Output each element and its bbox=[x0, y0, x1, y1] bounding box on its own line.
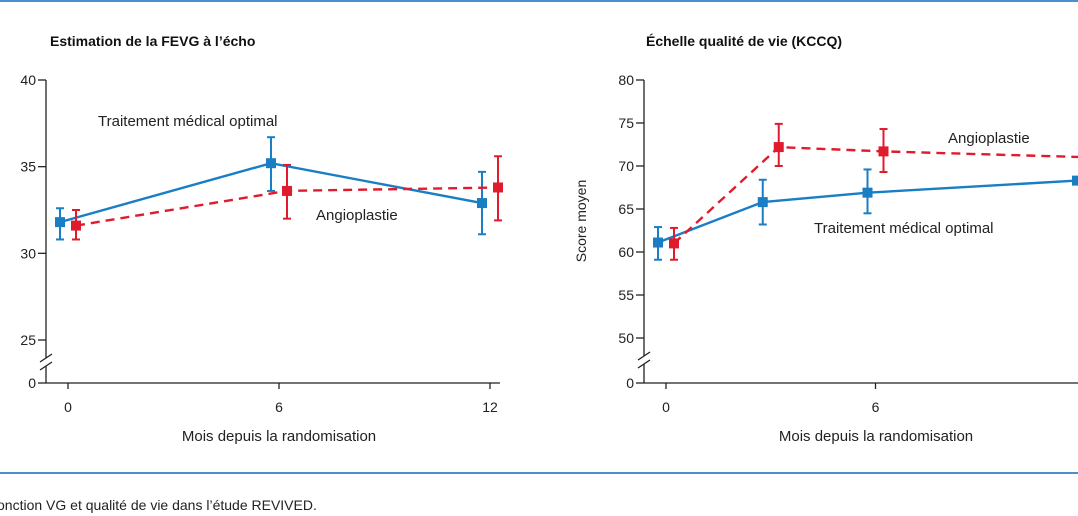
data-point bbox=[71, 220, 81, 231]
y-tick-label: 30 bbox=[20, 245, 36, 261]
chart-1: Estimation de la FEVG à l’écho 25 30 35 40 0 0… bbox=[20, 33, 503, 445]
y-tick-label: 40 bbox=[20, 72, 36, 88]
y-tick-label: 75 bbox=[618, 115, 634, 131]
y-tick-label: 35 bbox=[20, 159, 36, 175]
series-angio bbox=[669, 122, 1078, 261]
data-point bbox=[493, 182, 503, 193]
data-point bbox=[669, 238, 679, 249]
series-label: Traitement médical optimal bbox=[814, 220, 994, 237]
x-axis-label: Mois depuis la randomisation bbox=[182, 428, 376, 445]
series-line bbox=[657, 179, 1078, 244]
y-tick-label: 65 bbox=[618, 201, 634, 217]
y-axis-label: Score moyen bbox=[573, 180, 589, 262]
data-point bbox=[1072, 175, 1078, 186]
series-medical bbox=[653, 168, 1078, 261]
y-tick-label: 25 bbox=[20, 332, 36, 348]
axis-break-mark bbox=[637, 351, 651, 361]
y-tick-label-zero: 0 bbox=[626, 375, 634, 391]
chart-title: Échelle qualité de vie (KCCQ) bbox=[646, 33, 842, 49]
data-point bbox=[757, 197, 768, 208]
chart-title: Estimation de la FEVG à l’écho bbox=[50, 33, 255, 49]
y-tick-label: 60 bbox=[618, 244, 634, 260]
chart-2: Échelle qualité de vie (KCCQ)50556065707… bbox=[573, 33, 1078, 445]
data-point bbox=[878, 146, 889, 157]
series-label: Angioplastie bbox=[948, 130, 1030, 147]
series-label: Angioplastie bbox=[316, 207, 398, 224]
y-tick-label: 70 bbox=[618, 158, 634, 174]
x-tick-label: 0 bbox=[662, 399, 670, 415]
series-angio bbox=[71, 155, 503, 241]
axis-break-mark bbox=[39, 353, 53, 363]
series-line bbox=[673, 145, 1078, 245]
y-tick-label: 50 bbox=[618, 330, 634, 346]
x-tick-label: 0 bbox=[64, 399, 72, 415]
data-point bbox=[282, 185, 292, 196]
y-tick-label: 55 bbox=[618, 287, 634, 303]
y-tick-label-zero: 0 bbox=[28, 375, 36, 391]
data-point bbox=[266, 158, 276, 169]
y-tick-label: 80 bbox=[618, 72, 634, 88]
data-point bbox=[477, 198, 487, 209]
x-tick-label: 12 bbox=[482, 399, 498, 415]
x-tick-label: 6 bbox=[275, 399, 283, 415]
figure-caption: onction VG et qualité de vie dans l’étud… bbox=[0, 497, 317, 513]
axis-break-mark bbox=[637, 359, 651, 369]
charts-svg: Estimation de la FEVG à l’écho 25 30 35 40 0 0… bbox=[20, 33, 1078, 445]
bottom-rule bbox=[0, 472, 1078, 474]
series-label: Traitement médical optimal bbox=[98, 113, 278, 130]
x-axis-label: Mois depuis la randomisation bbox=[779, 428, 973, 445]
axis-break-mark bbox=[39, 361, 53, 371]
data-point bbox=[653, 237, 663, 248]
top-rule bbox=[0, 0, 1078, 2]
data-point bbox=[773, 142, 784, 153]
data-point bbox=[55, 217, 65, 228]
x-tick-label: 6 bbox=[872, 399, 880, 415]
data-point bbox=[862, 187, 873, 198]
